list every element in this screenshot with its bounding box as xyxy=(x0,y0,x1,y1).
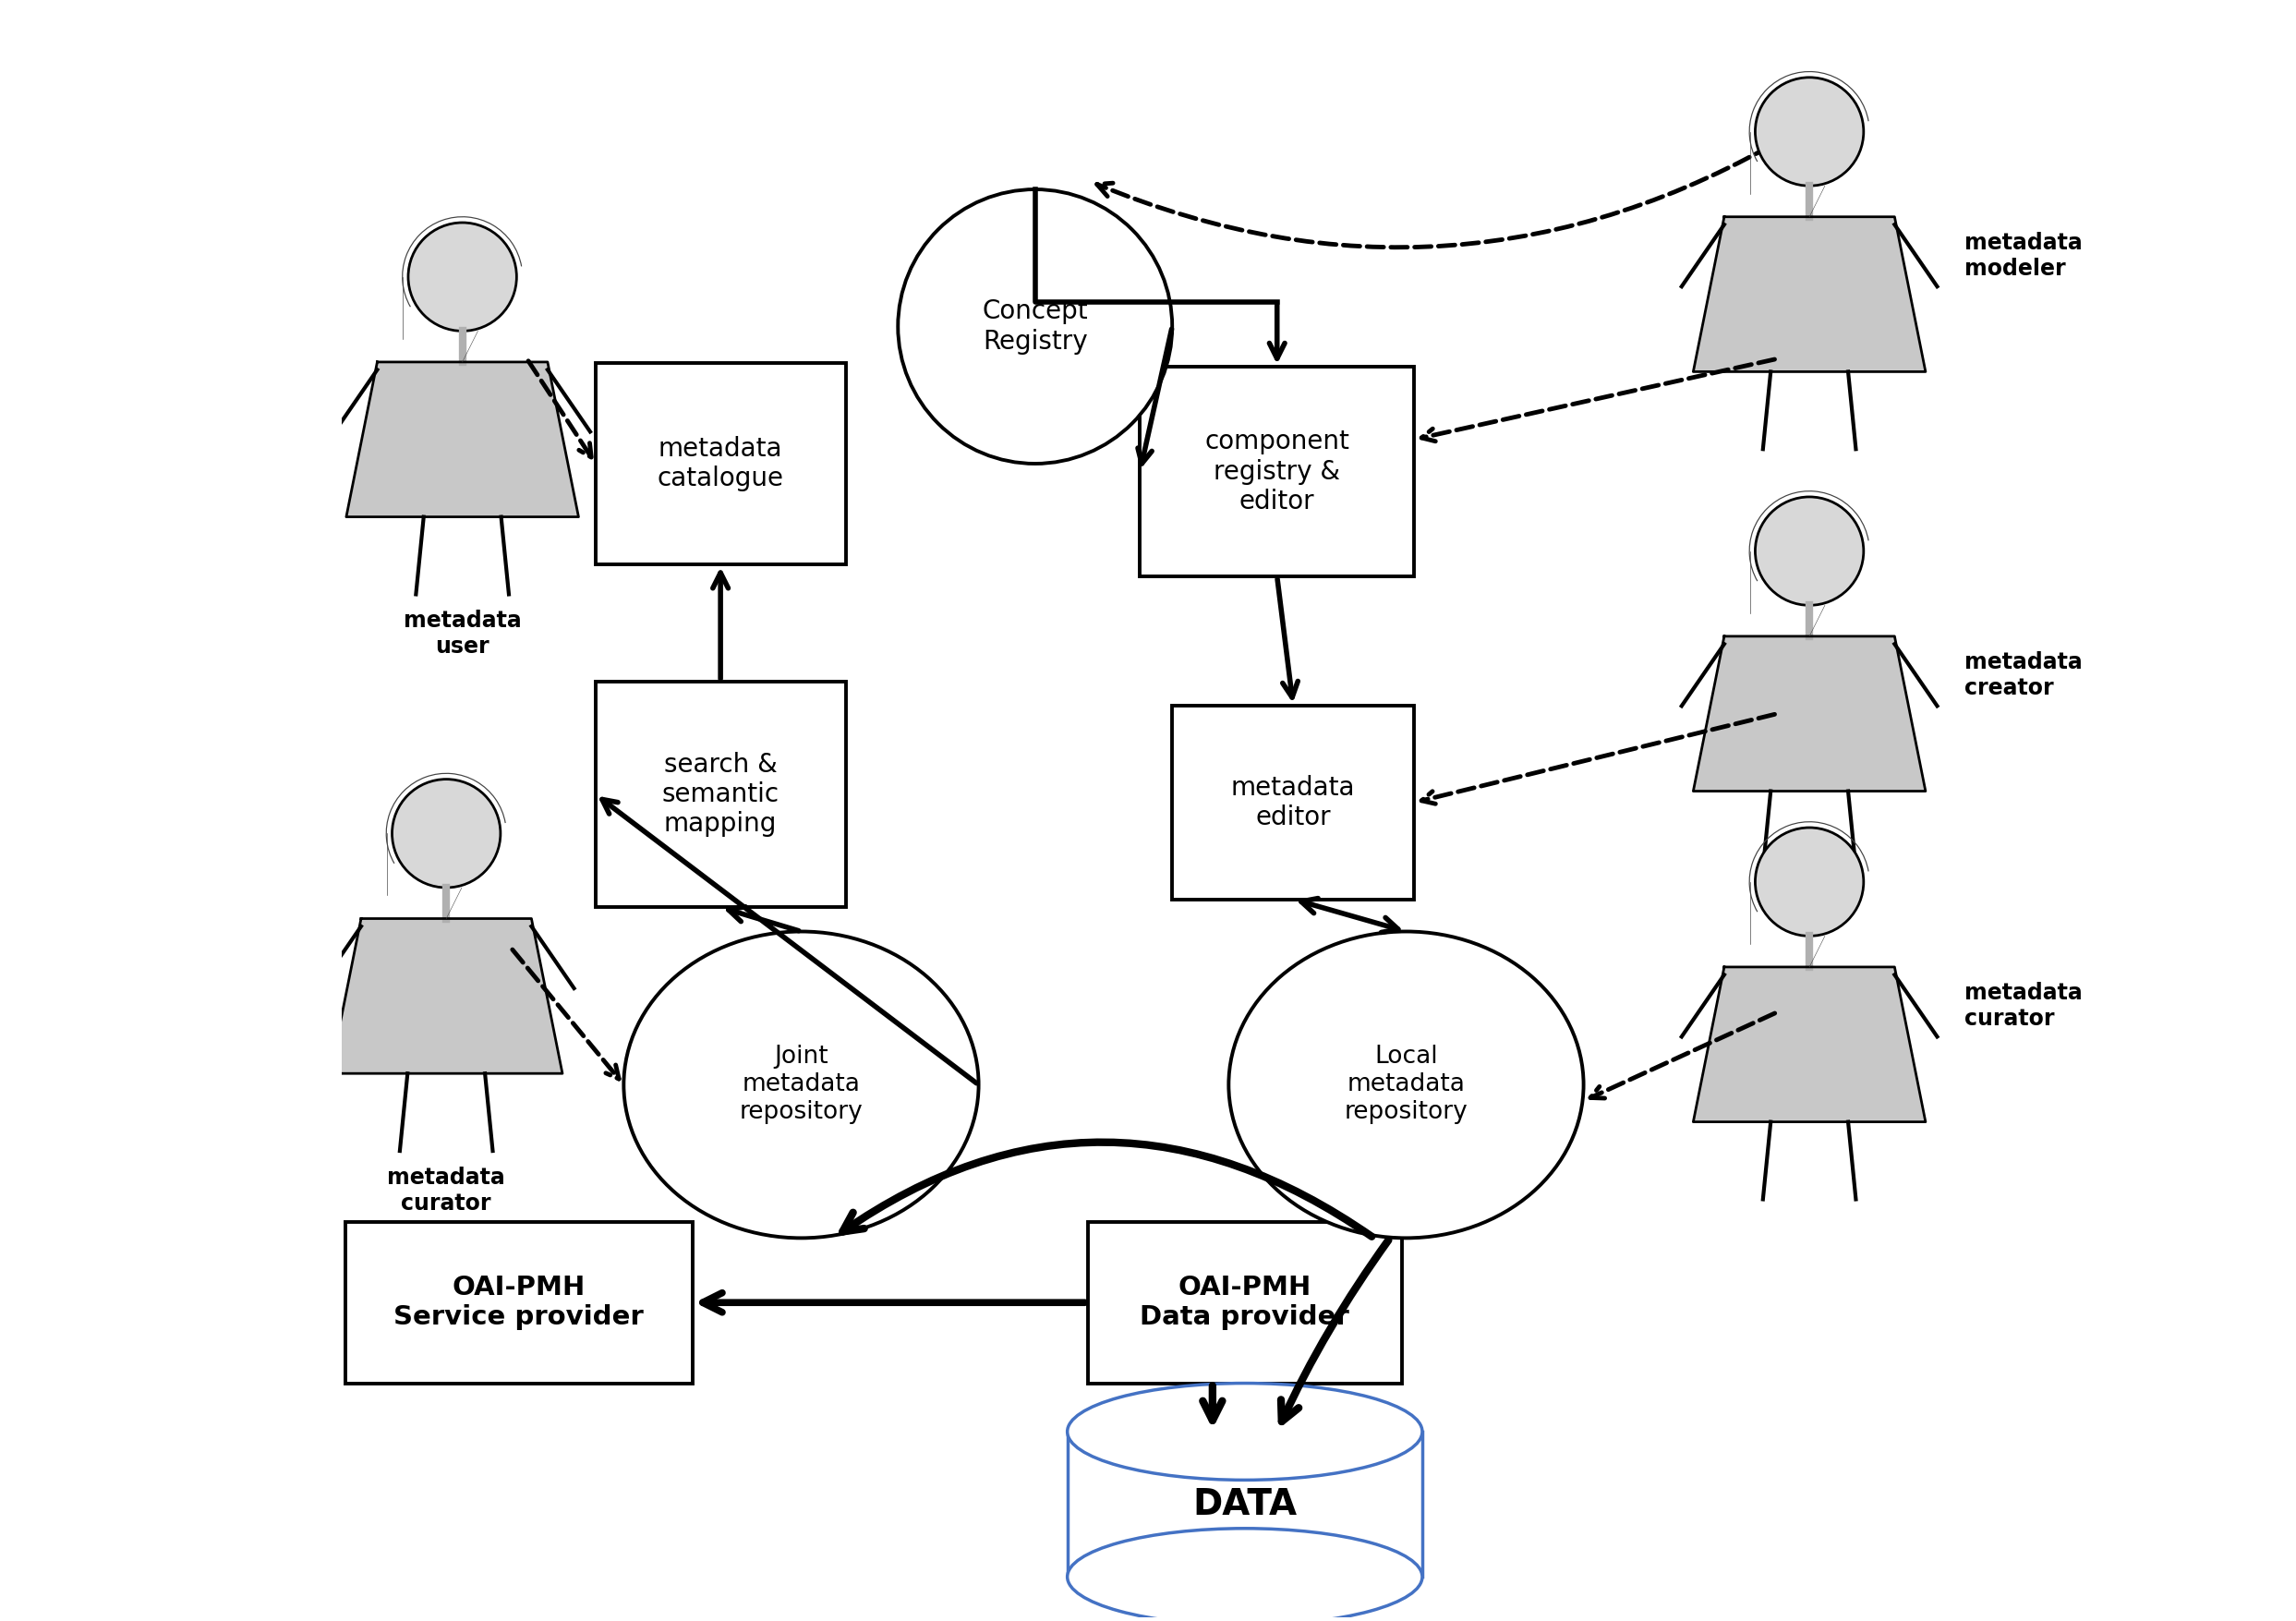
Bar xyxy=(1088,1222,1403,1383)
Text: metadata
curator: metadata curator xyxy=(1965,982,2082,1029)
Circle shape xyxy=(409,222,517,331)
Text: Concept
Registry: Concept Registry xyxy=(983,298,1088,355)
Text: metadata
user: metadata user xyxy=(404,609,521,658)
Ellipse shape xyxy=(625,932,978,1238)
Text: component
registry &
editor: component registry & editor xyxy=(1205,430,1350,514)
Polygon shape xyxy=(1692,968,1926,1122)
Circle shape xyxy=(393,780,501,888)
Bar xyxy=(1139,366,1414,577)
Text: metadata
modeler: metadata modeler xyxy=(1965,232,2082,279)
Polygon shape xyxy=(1692,637,1926,791)
FancyArrowPatch shape xyxy=(843,1143,1371,1237)
Bar xyxy=(344,1222,693,1383)
Text: metadata
creator: metadata creator xyxy=(1965,652,2082,699)
Text: metadata
editor: metadata editor xyxy=(1231,775,1355,830)
Bar xyxy=(595,681,845,908)
Ellipse shape xyxy=(1068,1529,1421,1621)
Text: Joint
metadata
repository: Joint metadata repository xyxy=(739,1046,863,1125)
Circle shape xyxy=(1754,498,1864,605)
Text: metadata
curator: metadata curator xyxy=(388,1167,505,1214)
Text: search &
semantic
mapping: search & semantic mapping xyxy=(661,752,778,836)
Circle shape xyxy=(1754,828,1864,935)
Text: OAI-PMH
Data provider: OAI-PMH Data provider xyxy=(1141,1274,1350,1331)
Text: metadata
catalogue: metadata catalogue xyxy=(657,436,783,491)
Circle shape xyxy=(1754,78,1864,186)
Text: OAI-PMH
Service provider: OAI-PMH Service provider xyxy=(395,1274,643,1331)
Ellipse shape xyxy=(1068,1383,1421,1480)
Text: Local
metadata
repository: Local metadata repository xyxy=(1345,1046,1467,1125)
Polygon shape xyxy=(347,361,579,517)
Text: DATA: DATA xyxy=(1192,1486,1297,1522)
Circle shape xyxy=(898,190,1173,464)
Polygon shape xyxy=(331,919,563,1073)
Bar xyxy=(1068,1431,1421,1577)
Polygon shape xyxy=(1692,217,1926,371)
Bar xyxy=(1173,705,1414,900)
Bar xyxy=(595,363,845,564)
Ellipse shape xyxy=(1228,932,1584,1238)
